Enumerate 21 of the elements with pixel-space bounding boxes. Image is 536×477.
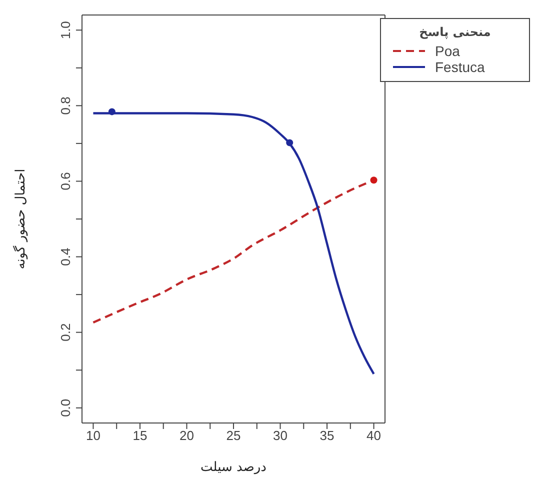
legend-label: Festuca xyxy=(435,59,485,75)
x-tick-label: 15 xyxy=(132,428,148,444)
y-tick-label: 0.6 xyxy=(58,172,73,190)
x-tick-label: 35 xyxy=(320,428,334,444)
x-tick-label: 40 xyxy=(366,428,382,444)
point xyxy=(370,176,378,184)
y-tick-label: 0.2 xyxy=(58,323,73,342)
y-tick-label: 0.0 xyxy=(58,398,73,417)
x-tick-label: 20 xyxy=(180,428,194,444)
x-tick-label: 25 xyxy=(226,428,241,444)
y-tick-label: 0.4 xyxy=(58,248,73,266)
point xyxy=(108,108,116,116)
legend-title: منحنی پاسخ xyxy=(418,25,492,39)
x-axis-title: درصد سیلت xyxy=(200,460,267,475)
point xyxy=(286,139,294,146)
y-axis-title: احتمال حضور گونه xyxy=(12,168,29,270)
x-tick-label: 10 xyxy=(86,428,100,444)
y-tick-label: 0.8 xyxy=(58,96,73,115)
y-tick-label: 1.0 xyxy=(58,21,73,40)
legend-label: Poa xyxy=(435,43,460,59)
x-tick-label: 30 xyxy=(273,428,288,444)
